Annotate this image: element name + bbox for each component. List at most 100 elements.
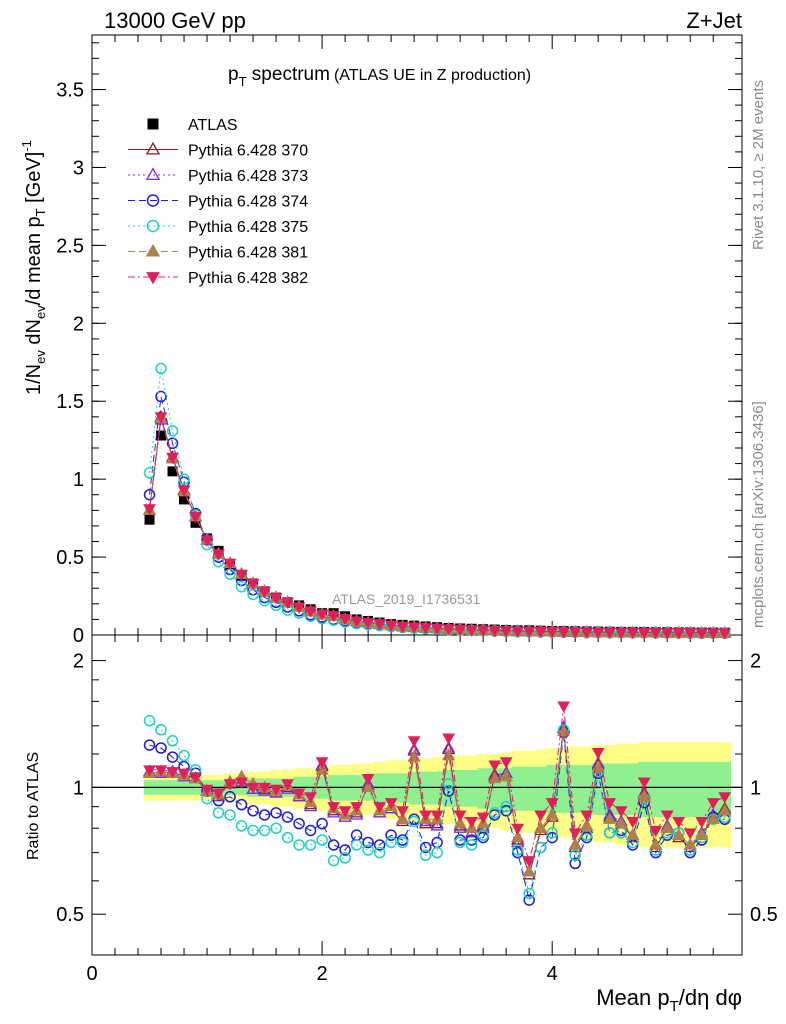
ratio-point-p382 [545, 798, 559, 810]
ratio-point-p382 [511, 823, 525, 835]
point-p382 [396, 621, 409, 634]
point-p374 [155, 390, 167, 403]
band-green-segment [695, 761, 708, 818]
ratio-point-p374 [224, 791, 236, 803]
ratio-point-p375 [281, 831, 294, 844]
ratio-point-p375 [373, 846, 386, 859]
band-green-segment [408, 771, 421, 805]
ratio-point-p374 [293, 817, 305, 830]
point-p374 [143, 488, 156, 501]
ratio-point-p374 [523, 894, 535, 906]
ratio-point-p382 [637, 777, 651, 789]
ratio-point-p382 [649, 825, 663, 838]
legend-label-p370: Pythia 6.428 370 [188, 143, 308, 160]
point-p382 [212, 549, 225, 561]
point-p382 [568, 627, 582, 639]
ratio-point-p382 [672, 816, 686, 829]
ratio-point-p382 [166, 767, 179, 779]
ratio-point-p382 [246, 782, 260, 795]
legend-entry-p373: Pythia 6.428 373 [128, 167, 308, 185]
ratio-point-p382 [154, 765, 168, 777]
ratio-point-p382 [292, 788, 306, 800]
ratio-point-p382 [223, 779, 237, 791]
legend: ATLAS Pythia 6.428 370 Pythia 6.428 373 Pyt… [128, 117, 308, 287]
x-label-part1: Mean p [596, 985, 669, 1010]
ratio-point-p374 [247, 805, 259, 817]
y-label-part3: /d mean p [23, 216, 45, 305]
point-p382 [269, 593, 283, 605]
ratio-point-p374 [339, 844, 351, 856]
band-green-segment [649, 761, 662, 818]
ratio-point-p375 [488, 807, 501, 819]
ratio-point-p375 [293, 839, 305, 851]
ratio-point-p382 [200, 784, 214, 796]
ratio-point-p382 [384, 798, 398, 810]
point-p382 [499, 626, 513, 638]
ratio-point-p375 [465, 839, 478, 851]
ratio-point-p375 [224, 809, 236, 821]
ratio-point-p381 [522, 864, 536, 877]
point-p382 [373, 619, 386, 631]
ratio-point-p375 [270, 822, 282, 834]
ratio-point-p382 [327, 802, 340, 814]
ratio-point-p374 [270, 807, 282, 819]
y-axis-label-top: 1/Nev dNev/d mean pT [GeV]-1 [19, 140, 48, 395]
band-green-segment [672, 761, 685, 818]
point-p375 [178, 473, 190, 485]
ratio-point-p382 [465, 816, 479, 829]
bottom-panel-frame [91, 634, 743, 956]
y-tick-label: 2 [73, 313, 84, 335]
y-tick-label: 0 [73, 625, 84, 647]
ratio-point-p382 [419, 810, 432, 822]
ratio-point-p374 [304, 824, 317, 837]
ratio-point-p381 [660, 821, 674, 833]
ratio-point-p375 [431, 846, 443, 859]
header-energy-label: 13000 GeV pp [104, 8, 246, 33]
point-p375 [166, 425, 179, 437]
point-p382 [189, 512, 202, 524]
point-p382 [177, 485, 191, 497]
point-p382 [626, 627, 640, 640]
bottom-panel-series [142, 701, 732, 906]
ratio-tick-label-right: 1 [750, 777, 761, 799]
ratio-point-p375 [339, 852, 351, 864]
ratio-point-p382 [442, 733, 455, 745]
ratio-point-p382 [361, 773, 375, 786]
point-p375 [235, 580, 248, 593]
ratio-point-p374 [465, 834, 478, 846]
ratio-point-p382 [143, 765, 156, 777]
y-label-sub3: T [33, 208, 48, 216]
band-green-segment [684, 761, 697, 818]
ratio-point-p382 [534, 810, 548, 822]
point-p382 [223, 558, 237, 571]
point-p382 [200, 535, 214, 547]
point-atlas [156, 430, 167, 441]
ratio-point-p382 [695, 816, 709, 829]
ratio-point-p381 [534, 821, 548, 833]
band-green-segment [661, 761, 674, 818]
ratio-point-p374 [235, 798, 248, 811]
x-tick-label: 4 [547, 963, 558, 985]
y-label-sub2: ev [33, 305, 48, 319]
ratio-point-p382 [189, 772, 202, 784]
ratio-line-p373 [149, 727, 725, 874]
legend-label-atlas: ATLAS [188, 117, 238, 134]
ratio-point-p374 [431, 836, 443, 849]
ratio-point-p382 [499, 757, 513, 769]
point-atlas [144, 514, 155, 525]
ratio-point-p375 [477, 829, 489, 841]
ratio-point-p375 [385, 836, 397, 849]
legend-entry-p370: Pythia 6.428 370 [128, 141, 308, 160]
point-p382 [603, 627, 617, 639]
ratio-point-p382 [453, 810, 467, 822]
ratio-point-p374 [327, 839, 340, 851]
point-p382 [695, 628, 709, 640]
ratio-point-p374 [385, 829, 397, 841]
point-p382 [614, 627, 628, 640]
ratio-tick-label: 2 [73, 651, 84, 673]
x-tick-label: 2 [317, 963, 328, 985]
ratio-point-p382 [338, 806, 352, 818]
ratio-point-p381 [637, 789, 651, 802]
point-atlas [179, 494, 190, 505]
ratio-point-p382 [304, 792, 317, 804]
